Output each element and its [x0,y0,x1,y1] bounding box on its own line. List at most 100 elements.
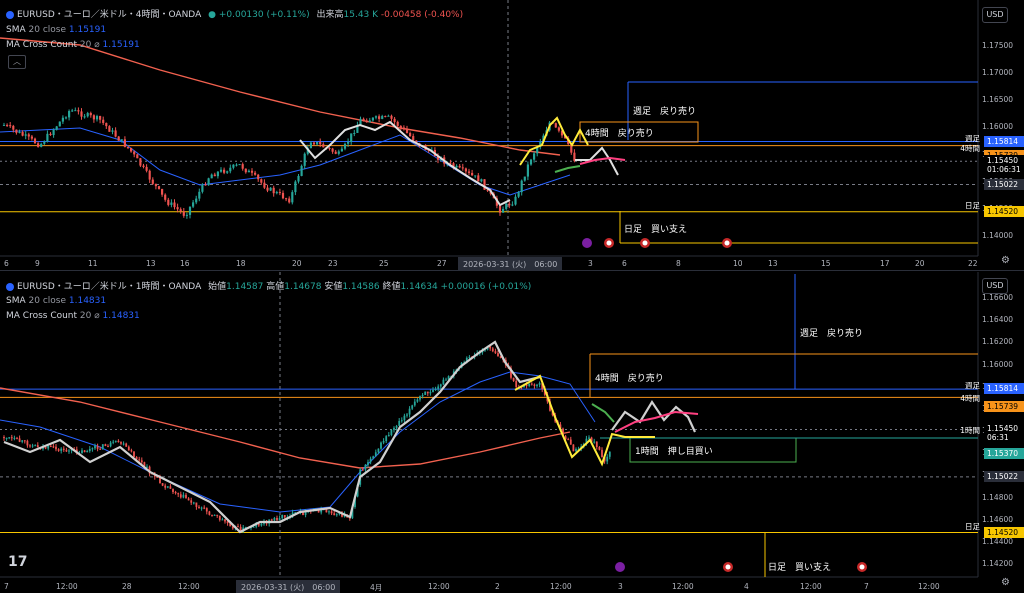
crosshair-price-tag[interactable]: 1.15022 [984,178,1024,190]
price-scale-label: 1.16500 [982,95,1014,105]
candle-body [539,141,542,147]
annotation-daily[interactable]: 日足 買い支え [624,225,688,235]
candle-body [133,451,135,458]
candle-body [334,151,337,154]
h4-price-tag[interactable]: 1.15739 [984,401,1024,413]
projection-white-line [299,120,511,207]
h1-price-tag[interactable]: 1.15370 [984,448,1024,460]
annotation-h4[interactable]: 4時間 戻り売り [585,129,654,139]
candle-body [465,357,468,363]
candle-body [148,466,151,474]
candle-body [381,116,384,119]
candle-body [442,379,445,385]
candle-body [40,143,43,147]
h1-side-label: 1時間 [960,426,980,436]
candle-body [169,486,172,489]
chart-canvas-4h[interactable] [0,0,1024,270]
price-scale-label: 1.16200 [982,337,1014,347]
candle-body [365,120,368,123]
indicator-sma[interactable]: SMA 20 close 1.14831 [6,296,107,306]
daily-price-tag[interactable]: 1.14520 [984,526,1024,538]
candle-body [195,502,198,507]
currency-button[interactable]: USD [982,278,1008,294]
us-flag-icon-inner [642,240,648,246]
candle-body [437,386,440,390]
candle-body [52,129,55,136]
candle-body [340,148,343,152]
symbol-legend[interactable]: EURUSD・ユーロ／米ドル・4時間・OANDA ● +0.00130 (+0.… [6,7,463,20]
annotation-weekly[interactable]: 週足 戻り売り [800,329,864,339]
weekly-price-tag[interactable]: 1.15814 [984,383,1024,395]
candle-body [387,435,390,437]
candle-body [123,139,126,147]
candle-body [36,445,39,448]
candle-body [333,513,336,516]
symbol-title[interactable]: EURUSD・ユーロ／米ドル・1時間・OANDA [17,282,202,292]
indicator-ma-cross[interactable]: MA Cross Count 20 ⌀ 1.15191 [6,40,140,50]
candle-body [18,132,21,134]
settings-gear-icon[interactable]: ⚙ [1001,577,1010,588]
candle-body [497,353,499,357]
candle-body [263,182,266,188]
collapse-legend-button[interactable]: ︿ [8,55,26,69]
projection-white-line-2 [575,146,619,176]
candle-body [185,214,188,216]
annotation-h4[interactable]: 4時間 戻り売り [595,374,664,384]
time-axis-label: 20 [915,259,925,268]
annotation-h1[interactable]: 1時間 押し目買い [635,447,713,457]
candle-body [380,442,382,449]
indicator-sma[interactable]: SMA 20 close 1.15191 [6,25,107,35]
candle-body [34,445,37,447]
candle-body [237,526,239,528]
candle-body [224,519,226,522]
candle-body [81,450,83,454]
candle-body [278,518,281,520]
candle-body [572,444,575,452]
current-price-tag[interactable]: 1.15450 01:06:31 [984,155,1024,176]
candle-body [174,491,177,494]
daily-price-tag[interactable]: 1.14520 [984,205,1024,217]
candle-body [427,150,430,152]
indicator-ma-cross[interactable]: MA Cross Count 20 ⌀ 1.14831 [6,311,140,321]
candle-body [213,174,216,177]
candle-body [250,170,254,173]
hide-icon[interactable]: ⌀ [94,311,100,321]
candle-body [23,440,26,442]
current-price-tag[interactable]: 1.15450 06:31 [984,423,1024,444]
annotation-daily[interactable]: 日足 買い支え [768,563,832,573]
currency-button[interactable]: USD [982,7,1008,23]
candle-body [432,389,434,393]
candle-body [467,171,471,173]
crosshair-time-label: 2026-03-31 (火) 06:00 [236,580,341,593]
candle-body [107,445,109,447]
candle-body [94,445,96,449]
tradingview-logo-icon[interactable]: 𝟭𝟳 [8,554,28,570]
symbol-legend[interactable]: EURUSD・ユーロ／米ドル・1時間・OANDA 始値1.14587 高値1.1… [6,279,531,292]
candle-body [276,517,278,520]
annotation-weekly[interactable]: 週足 戻り売り [633,107,697,117]
candle-body [455,165,458,168]
symbol-title[interactable]: EURUSD・ユーロ／米ドル・4時間・OANDA [17,10,202,20]
weekly-price-tag[interactable]: 1.15814 [984,135,1024,147]
us-flag-icon-inner [725,564,731,570]
candle-body [353,132,356,134]
candle-body [182,494,185,498]
candle-body [30,136,33,139]
chart-pane-1h[interactable]: EURUSD・ユーロ／米ドル・1時間・OANDA 始値1.14587 高値1.1… [0,272,1024,593]
sma-line [0,127,571,196]
candle-body [266,187,269,191]
settings-gear-icon[interactable]: ⚙ [1001,255,1010,266]
projection-pink-line [579,156,626,165]
chart-canvas-1h[interactable] [0,272,1024,593]
h4-side-label: 4時間 [960,143,980,153]
chart-pane-4h[interactable]: EURUSD・ユーロ／米ドル・4時間・OANDA ● +0.00130 (+0.… [0,0,1024,271]
candle-body [198,191,201,199]
h4-price-tag[interactable]: 1.15739 [984,149,1024,161]
time-axis-label: 25 [379,259,389,268]
candle-body [122,443,125,445]
candle-body [55,446,57,450]
candle-body [138,459,141,461]
hide-icon[interactable]: ⌀ [94,40,100,50]
time-axis-label: 8 [676,259,681,268]
crosshair-price-tag[interactable]: 1.15022 [984,470,1024,482]
